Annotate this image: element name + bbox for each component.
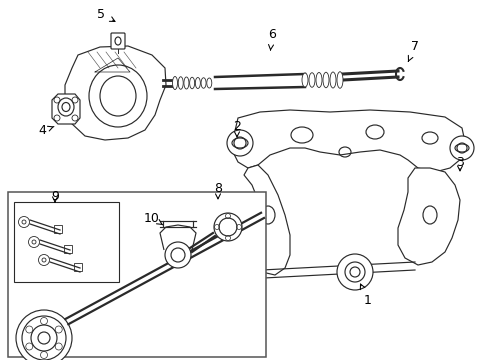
Text: 10: 10 xyxy=(144,211,163,225)
Ellipse shape xyxy=(195,77,200,89)
Polygon shape xyxy=(52,94,80,124)
Ellipse shape xyxy=(178,77,183,89)
Bar xyxy=(54,225,62,233)
Ellipse shape xyxy=(308,73,314,87)
Ellipse shape xyxy=(172,77,177,90)
Ellipse shape xyxy=(183,77,188,89)
Ellipse shape xyxy=(206,78,211,88)
Circle shape xyxy=(16,310,72,360)
FancyBboxPatch shape xyxy=(111,33,125,49)
Polygon shape xyxy=(65,46,165,140)
Circle shape xyxy=(214,213,242,241)
Text: 5: 5 xyxy=(97,8,115,22)
Polygon shape xyxy=(231,110,464,172)
Text: 7: 7 xyxy=(407,40,418,62)
Bar xyxy=(74,263,82,271)
Ellipse shape xyxy=(189,77,194,89)
Ellipse shape xyxy=(336,72,342,88)
Text: 6: 6 xyxy=(267,28,275,50)
Ellipse shape xyxy=(201,78,205,88)
Bar xyxy=(8,192,265,357)
Ellipse shape xyxy=(323,72,328,88)
Polygon shape xyxy=(244,165,289,275)
Ellipse shape xyxy=(329,72,335,88)
Circle shape xyxy=(226,130,252,156)
Text: 1: 1 xyxy=(360,284,371,306)
Circle shape xyxy=(449,136,473,160)
Text: 9: 9 xyxy=(51,189,59,202)
Circle shape xyxy=(336,254,372,290)
Ellipse shape xyxy=(302,73,307,87)
Circle shape xyxy=(164,242,191,268)
Ellipse shape xyxy=(315,72,321,87)
Polygon shape xyxy=(397,168,459,265)
Text: 3: 3 xyxy=(455,157,463,171)
Bar xyxy=(64,245,72,253)
Text: 2: 2 xyxy=(233,120,241,137)
Bar xyxy=(14,202,119,282)
Text: 4: 4 xyxy=(38,125,54,138)
Text: 8: 8 xyxy=(214,181,222,199)
